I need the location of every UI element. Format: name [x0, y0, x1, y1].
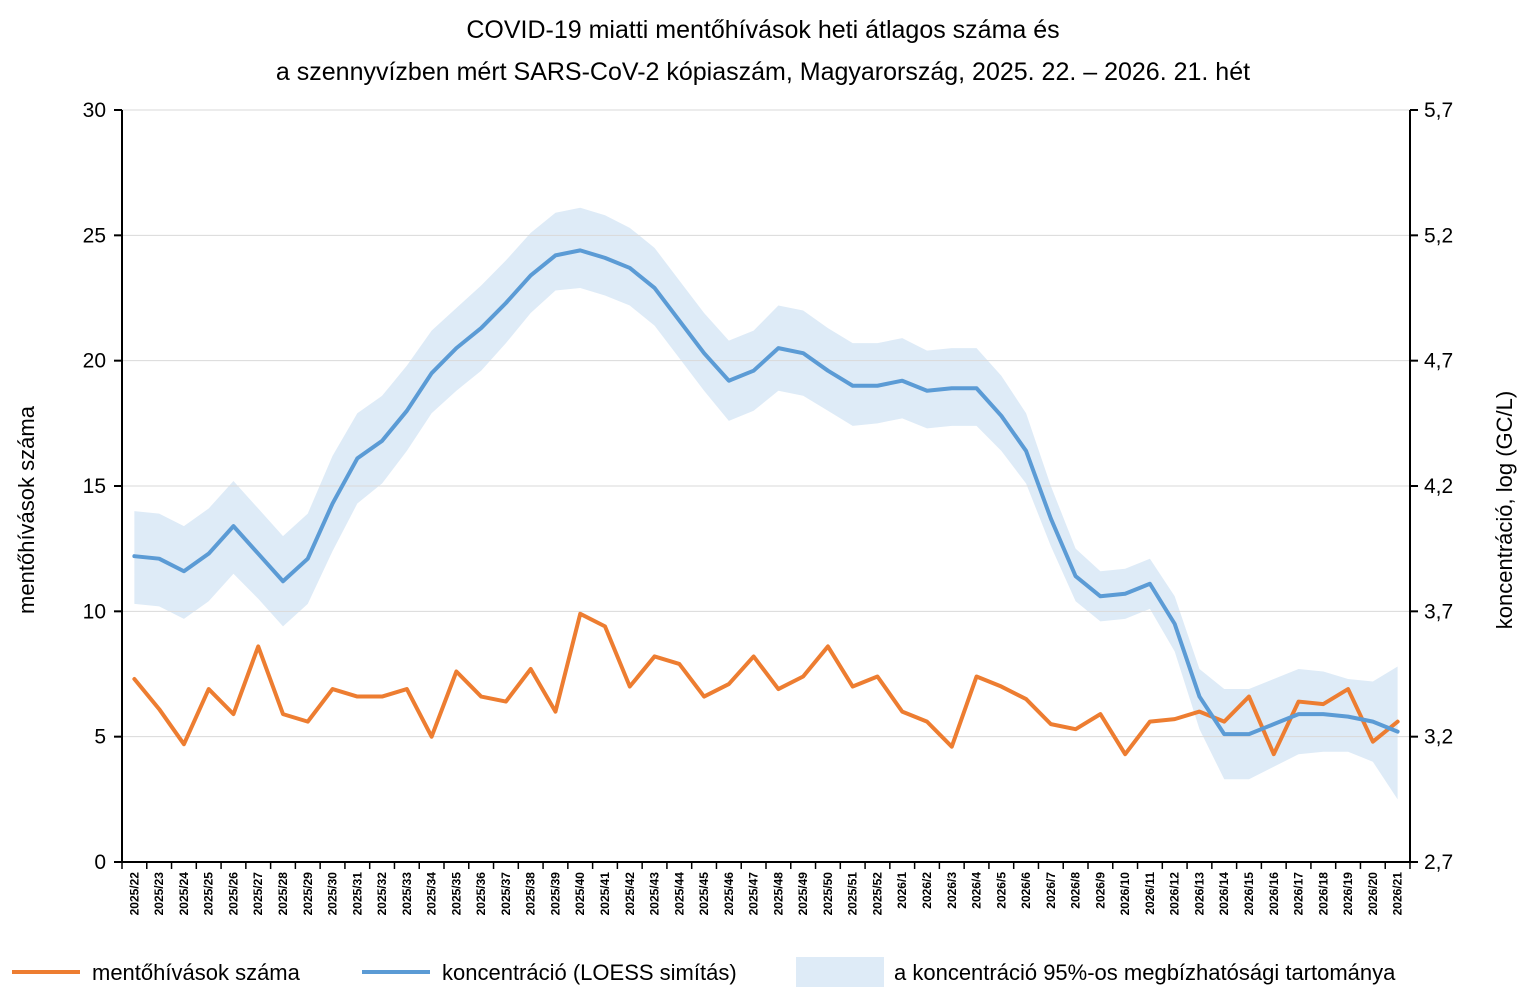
x-axis-tick-label: 2025/44 — [672, 872, 686, 916]
x-axis-tick-label: 2026/13 — [1192, 872, 1206, 916]
y-axis-right-ticks: 2,7 3,2 3,7 4,2 4,7 5,2 5,7 — [1424, 99, 1453, 874]
x-axis-tick-label: 2025/22 — [127, 872, 141, 916]
y-axis-left-tick-label: 30 — [83, 99, 106, 122]
chart-title-line-1: COVID-19 miatti mentőhívások heti átlago… — [466, 16, 1059, 44]
chart-title-line-2: a szennyvízben mért SARS-CoV-2 kópiaszám… — [276, 58, 1250, 86]
x-axis-tick-label: 2026/1 — [895, 872, 909, 909]
x-axis-tick-label: 2025/47 — [747, 872, 761, 916]
x-axis-ticks: 2025/22 2025/23 2025/24 2025/25 2025/26 2025/… — [127, 872, 1404, 916]
x-axis-tick-label: 2025/29 — [301, 872, 315, 916]
x-axis-tick-label: 2025/37 — [499, 872, 513, 916]
x-axis-tick-label: 2026/2 — [920, 872, 934, 909]
x-axis-tick-label: 2025/24 — [177, 872, 191, 916]
x-axis-tick-label: 2026/20 — [1366, 872, 1380, 916]
x-axis-tick-label: 2025/34 — [425, 872, 439, 916]
legend-label-calls: mentőhívások száma — [92, 960, 301, 985]
y-axis-right-label: koncentráció, log (GC/L) — [1492, 391, 1517, 629]
y-axis-left-tick-label: 15 — [83, 475, 106, 498]
x-axis-tick-label: 2026/16 — [1267, 872, 1281, 916]
x-axis-tick-label: 2026/11 — [1143, 872, 1157, 915]
x-axis-tick-label: 2026/6 — [1019, 872, 1033, 909]
x-axis-tick-label: 2025/40 — [573, 872, 587, 916]
x-axis-tick-label: 2025/26 — [226, 872, 240, 916]
legend-swatch-band — [796, 957, 884, 987]
y-axis-right-tick-label: 3,2 — [1424, 726, 1453, 749]
x-axis-tick-label: 2025/48 — [771, 872, 785, 916]
gridlines — [122, 109, 1410, 738]
x-axis-tick-label: 2025/41 — [598, 872, 612, 916]
y-axis-right-tick-label: 5,7 — [1424, 99, 1453, 122]
y-axis-right-tick-label: 5,2 — [1424, 224, 1453, 247]
x-axis-tick-label: 2025/27 — [251, 872, 265, 916]
x-axis-tick-label: 2026/3 — [945, 872, 959, 909]
y-axis-left-tick-label: 0 — [94, 851, 106, 874]
legend-label-concentration: koncentráció (LOESS simítás) — [442, 960, 737, 985]
x-axis-tick-label: 2025/32 — [375, 872, 389, 916]
x-axis-tick-label: 2025/46 — [722, 872, 736, 916]
x-axis-tick-label: 2026/21 — [1391, 872, 1405, 916]
legend: mentőhívások száma koncentráció (LOESS s… — [12, 957, 1396, 987]
y-axis-left-tick-label: 20 — [83, 350, 106, 373]
x-axis-tick-label: 2025/33 — [400, 872, 414, 916]
x-axis-tick-label: 2025/45 — [697, 872, 711, 916]
x-axis-tick-label: 2026/10 — [1118, 872, 1132, 916]
x-axis-tick-label: 2026/15 — [1242, 872, 1256, 916]
y-axis-right-tick-label: 3,7 — [1424, 600, 1453, 623]
y-axis-left-label: mentőhívások száma — [14, 405, 39, 614]
x-axis-tick-label: 2025/49 — [796, 872, 810, 916]
x-axis-tick-label: 2025/50 — [821, 872, 835, 916]
x-axis-tick-label: 2025/39 — [548, 872, 562, 916]
x-axis-tick-label: 2026/4 — [970, 872, 984, 909]
x-axis-tick-label: 2025/23 — [152, 872, 166, 916]
x-axis-tick-label: 2025/51 — [846, 872, 860, 916]
calls-series-line — [132, 611, 1400, 757]
y-axis-left-ticks: 0 5 10 15 20 25 30 — [83, 99, 106, 874]
axes — [114, 109, 1418, 869]
x-axis-tick-label: 2026/18 — [1316, 872, 1330, 916]
x-axis-tick-label: 2026/5 — [994, 872, 1008, 909]
concentration-series-line — [132, 248, 1400, 737]
x-axis-tick-label: 2026/14 — [1217, 872, 1231, 916]
x-axis-tick-label: 2025/52 — [870, 872, 884, 916]
x-axis-tick-label: 2026/19 — [1341, 872, 1355, 916]
x-axis-tick-label: 2025/36 — [474, 872, 488, 916]
x-axis-tick-label: 2025/35 — [449, 872, 463, 916]
x-axis-tick-label: 2025/30 — [326, 872, 340, 916]
series-lines — [132, 248, 1400, 757]
x-axis-tick-label: 2026/17 — [1292, 872, 1306, 916]
x-axis-tick-label: 2025/28 — [276, 872, 290, 916]
legend-label-band: a koncentráció 95%-os megbízhatósági tar… — [894, 960, 1396, 985]
x-axis-tick-label: 2026/12 — [1168, 872, 1182, 916]
x-axis-tick-label: 2025/31 — [350, 872, 364, 916]
x-axis-tick-label: 2026/8 — [1069, 872, 1083, 909]
y-axis-right-tick-label: 2,7 — [1424, 851, 1453, 874]
x-axis-tick-label: 2026/9 — [1093, 872, 1107, 909]
x-axis-tick-label: 2026/7 — [1044, 872, 1058, 909]
y-axis-right-tick-label: 4,7 — [1424, 350, 1453, 373]
y-axis-left-tick-label: 10 — [83, 600, 106, 623]
x-axis-tick-label: 2025/42 — [623, 872, 637, 916]
y-axis-right-tick-label: 4,2 — [1424, 475, 1453, 498]
x-axis-tick-label: 2025/43 — [648, 872, 662, 916]
y-axis-left-tick-label: 5 — [94, 726, 106, 749]
x-axis-tick-label: 2025/25 — [202, 872, 216, 916]
y-axis-left-tick-label: 25 — [83, 224, 106, 247]
x-axis-tick-label: 2025/38 — [524, 872, 538, 916]
